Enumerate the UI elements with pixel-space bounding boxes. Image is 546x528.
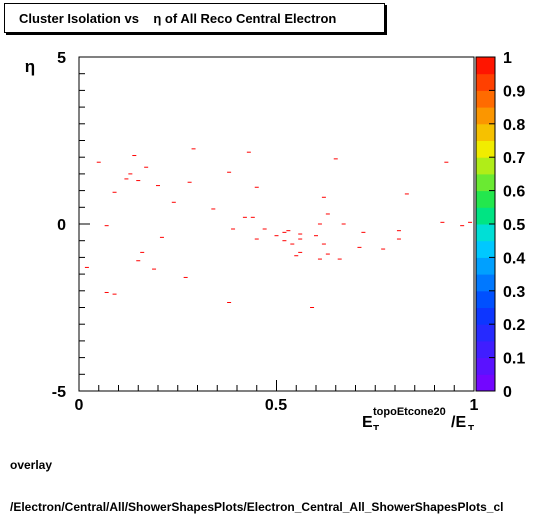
colorbar-tick-label: 1 [503, 50, 512, 67]
colorbar-tick-label: 0.1 [503, 351, 525, 368]
data-points [84, 148, 473, 308]
footer-line2: /Electron/Central/All/ShowerShapesPlots/… [10, 500, 504, 514]
y-tick-minus-5: -5 [52, 384, 66, 401]
colorbar-band [476, 307, 495, 325]
axis-ticks [78, 56, 475, 392]
colorbar-band [476, 107, 495, 125]
colorbar-band [476, 173, 495, 192]
colorbar-band [476, 140, 495, 158]
x-label-base: E [362, 414, 373, 430]
x-axis-label: E T topoEtcone20 /E T [362, 406, 474, 430]
chart-svg: 0 0.1 0.2 0.3 0.4 0.5 0.6 0.7 0.8 0.9 1 5 0 -5 0 0… [25, 50, 526, 430]
colorbar-band [476, 224, 495, 242]
colorbar-band [476, 90, 495, 108]
colorbar-tick-label: 0.2 [503, 317, 525, 334]
colorbar-band [476, 157, 495, 175]
colorbar-band [476, 123, 495, 141]
colorbar-tick-label: 0.7 [503, 150, 525, 167]
colorbar-band [476, 190, 495, 208]
x-label-sup: topoEtcone20 [373, 406, 446, 418]
colorbar-tick-label: 0.9 [503, 83, 525, 100]
colorbar-band [476, 374, 495, 392]
y-tick-0: 0 [57, 217, 66, 234]
colorbar-tick-label: 0.8 [503, 117, 525, 134]
chart-title: Cluster Isolation vs η of All Reco Centr… [19, 11, 337, 26]
footer: overlay /Electron/Central/All/ShowerShap… [10, 430, 503, 528]
y-axis-label: η [25, 57, 35, 76]
x-label-sub1: T [373, 424, 379, 430]
colorbar-band [476, 274, 495, 292]
y-tick-5: 5 [57, 50, 66, 67]
plot-frame [78, 56, 475, 392]
x-label-sub2: T [468, 424, 474, 430]
colorbar-band [476, 73, 495, 91]
colorbar-band [476, 257, 495, 275]
colorbar-tick-label: 0.4 [503, 250, 525, 267]
colorbar-tick-label: 0.6 [503, 184, 525, 201]
x-tick-0.5: 0.5 [265, 397, 287, 414]
colorbar-band [476, 340, 495, 359]
title-box: Cluster Isolation vs η of All Reco Centr… [4, 3, 385, 33]
colorbar-band [476, 57, 495, 75]
colorbar-tick-label: 0.3 [503, 284, 525, 301]
footer-line1: overlay [10, 458, 53, 472]
x-tick-0: 0 [75, 397, 84, 414]
colorbar-band [476, 240, 495, 258]
colorbar-tick-label: 0 [503, 384, 512, 401]
colorbar-tick-label: 0.5 [503, 217, 525, 234]
x-tick-1: 1 [470, 397, 479, 414]
colorbar-band [476, 290, 495, 308]
x-label-slash: /E [451, 414, 466, 430]
colorbar-band [476, 207, 495, 225]
colorbar: 0 0.1 0.2 0.3 0.4 0.5 0.6 0.7 0.8 0.9 1 [475, 50, 525, 401]
colorbar-band [476, 324, 495, 342]
colorbar-band [476, 357, 495, 375]
